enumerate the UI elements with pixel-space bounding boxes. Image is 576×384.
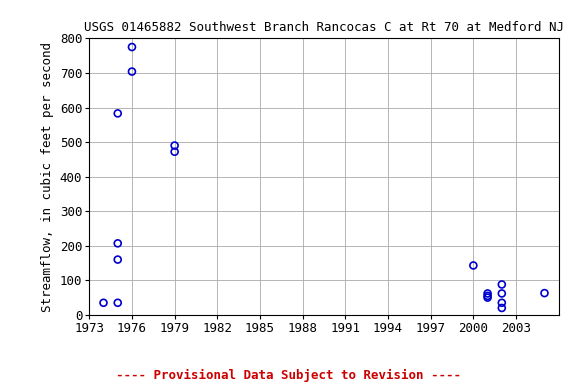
Title: USGS 01465882 Southwest Branch Rancocas C at Rt 70 at Medford NJ: USGS 01465882 Southwest Branch Rancocas … xyxy=(84,22,564,35)
Point xyxy=(483,290,492,296)
Point xyxy=(170,149,179,155)
Point xyxy=(497,300,506,306)
Point xyxy=(483,295,492,301)
Text: ---- Provisional Data Subject to Revision ----: ---- Provisional Data Subject to Revisio… xyxy=(116,369,460,382)
Point xyxy=(497,290,506,296)
Point xyxy=(497,281,506,288)
Point xyxy=(113,300,122,306)
Point xyxy=(99,300,108,306)
Point xyxy=(469,262,478,268)
Point xyxy=(113,257,122,263)
Point xyxy=(113,110,122,116)
Y-axis label: Streamflow, in cubic feet per second: Streamflow, in cubic feet per second xyxy=(41,41,54,312)
Point xyxy=(483,293,492,299)
Point xyxy=(113,240,122,247)
Point xyxy=(127,68,137,74)
Point xyxy=(170,142,179,149)
Point xyxy=(127,44,137,50)
Point xyxy=(540,290,549,296)
Point xyxy=(497,305,506,311)
